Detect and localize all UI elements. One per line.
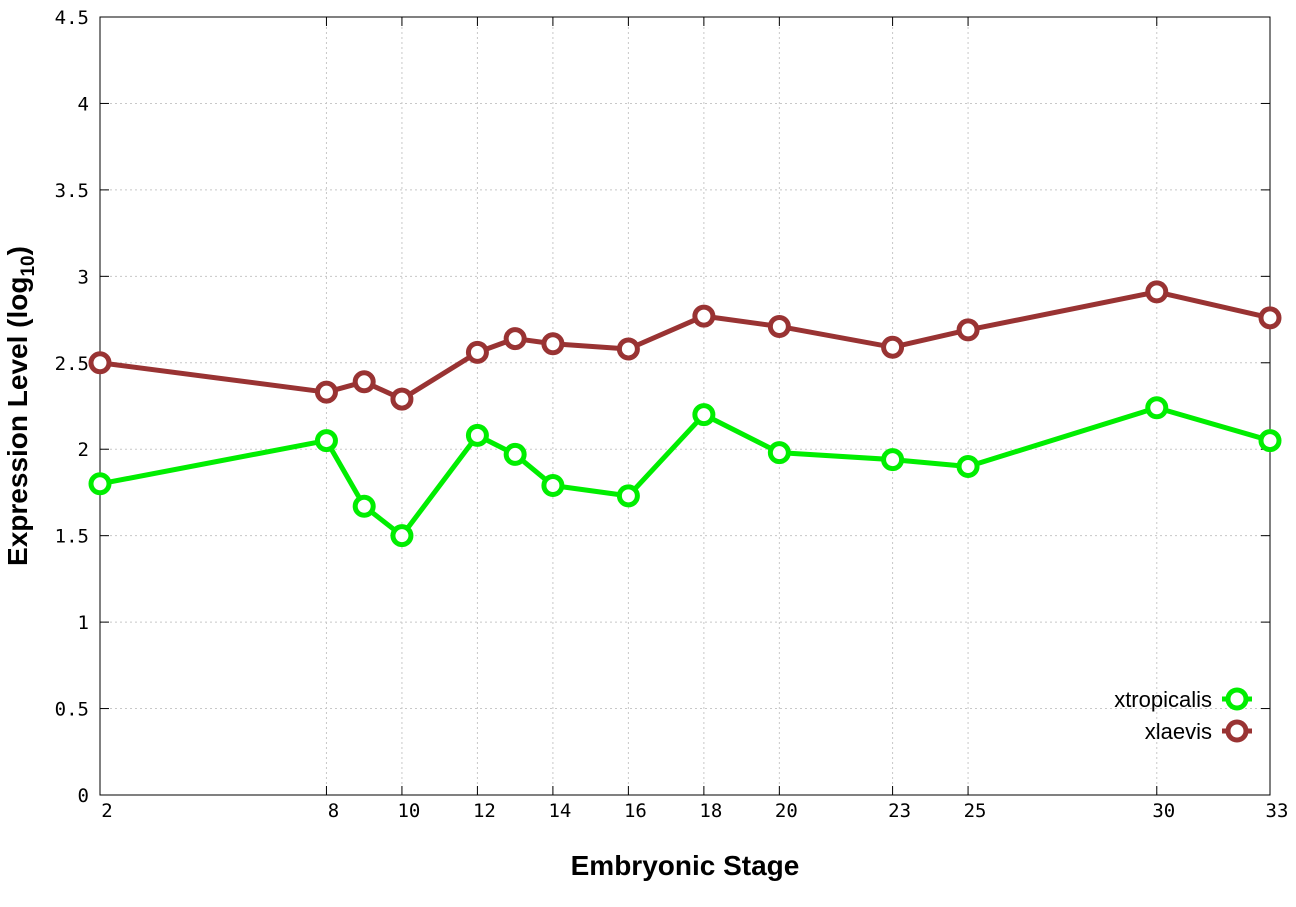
- y-tick-label: 2.5: [55, 353, 89, 375]
- data-point-xlaevis: [1145, 280, 1169, 304]
- y-tick-label: 3.5: [55, 180, 89, 202]
- y-tick-labels: 0 0.5 1 1.5 2 2.5 3 3.5 4 4.5: [55, 7, 89, 807]
- y-tick-label: 3: [78, 266, 89, 288]
- legend: xtropicalis xlaevis: [1114, 687, 1252, 744]
- x-tick-label: 33: [1266, 800, 1289, 822]
- data-point-xtropicalis: [881, 448, 905, 472]
- data-point-xtropicalis: [692, 403, 716, 427]
- data-point-xlaevis: [465, 340, 489, 364]
- data-point-xlaevis: [390, 387, 414, 411]
- data-point-xlaevis: [881, 335, 905, 359]
- data-point-xlaevis: [88, 351, 112, 375]
- x-tick-label: 2: [101, 800, 112, 822]
- data-point-xlaevis: [692, 304, 716, 328]
- data-point-xlaevis: [956, 318, 980, 342]
- grid: [100, 17, 1270, 795]
- data-point-xtropicalis: [503, 442, 527, 466]
- axis-ticks: [99, 16, 1271, 796]
- x-axis-title: Embryonic Stage: [571, 850, 800, 881]
- data-point-xlaevis: [1258, 306, 1282, 330]
- legend-label-xlaevis: xlaevis: [1145, 719, 1212, 744]
- data-point-xlaevis: [352, 370, 376, 394]
- x-tick-label: 8: [328, 800, 339, 822]
- y-tick-label: 2: [78, 439, 89, 461]
- data-point-xtropicalis: [1145, 396, 1169, 420]
- series-line-xlaevis: [99, 289, 1271, 402]
- y-tick-label: 0.5: [55, 699, 89, 721]
- legend-marker-xlaevis: [1225, 719, 1249, 743]
- y-tick-label: 1.5: [55, 526, 89, 548]
- x-tick-label: 12: [473, 800, 496, 822]
- y-axis-title-main: Expression Level (log: [2, 277, 33, 566]
- x-tick-label: 25: [964, 800, 987, 822]
- y-axis-title-close: ): [2, 246, 33, 255]
- x-tick-label: 30: [1152, 800, 1175, 822]
- data-point-xtropicalis: [541, 474, 565, 498]
- x-tick-label: 23: [888, 800, 911, 822]
- series-line-xtropicalis: [99, 405, 1271, 539]
- data-point-xtropicalis: [767, 441, 791, 465]
- data-point-xtropicalis: [465, 423, 489, 447]
- series: [88, 280, 1282, 548]
- data-point-xtropicalis: [352, 494, 376, 518]
- data-point-xtropicalis: [88, 472, 112, 496]
- y-tick-label: 4: [78, 93, 89, 115]
- data-point-xlaevis: [314, 380, 338, 404]
- data-point-xlaevis: [767, 314, 791, 338]
- data-point-xtropicalis: [314, 429, 338, 453]
- data-point-xlaevis: [503, 327, 527, 351]
- legend-marker-xtropicalis: [1225, 687, 1249, 711]
- legend-label-xtropicalis: xtropicalis: [1114, 687, 1212, 712]
- x-tick-labels: 2 8 10 12 14 16 18 20 23 25 30 33: [101, 800, 1288, 822]
- x-tick-label: 18: [699, 800, 722, 822]
- data-point-xlaevis: [541, 332, 565, 356]
- y-axis-title: Expression Level (log10): [2, 246, 39, 566]
- plot-frame: [99, 16, 1271, 796]
- data-point-xtropicalis: [616, 484, 640, 508]
- x-tick-label: 20: [775, 800, 798, 822]
- x-tick-label: 16: [624, 800, 647, 822]
- y-tick-label: 0: [78, 785, 89, 807]
- x-tick-label: 10: [397, 800, 420, 822]
- series-xlaevis: [88, 280, 1282, 411]
- x-tick-label: 14: [548, 800, 571, 822]
- data-point-xlaevis: [616, 337, 640, 361]
- data-point-xtropicalis: [956, 455, 980, 479]
- data-point-xtropicalis: [1258, 429, 1282, 453]
- y-tick-label: 4.5: [55, 7, 89, 29]
- data-point-xtropicalis: [390, 524, 414, 548]
- series-xtropicalis: [88, 396, 1282, 548]
- y-tick-label: 1: [78, 612, 89, 634]
- y-axis-title-subscript: 10: [18, 255, 39, 276]
